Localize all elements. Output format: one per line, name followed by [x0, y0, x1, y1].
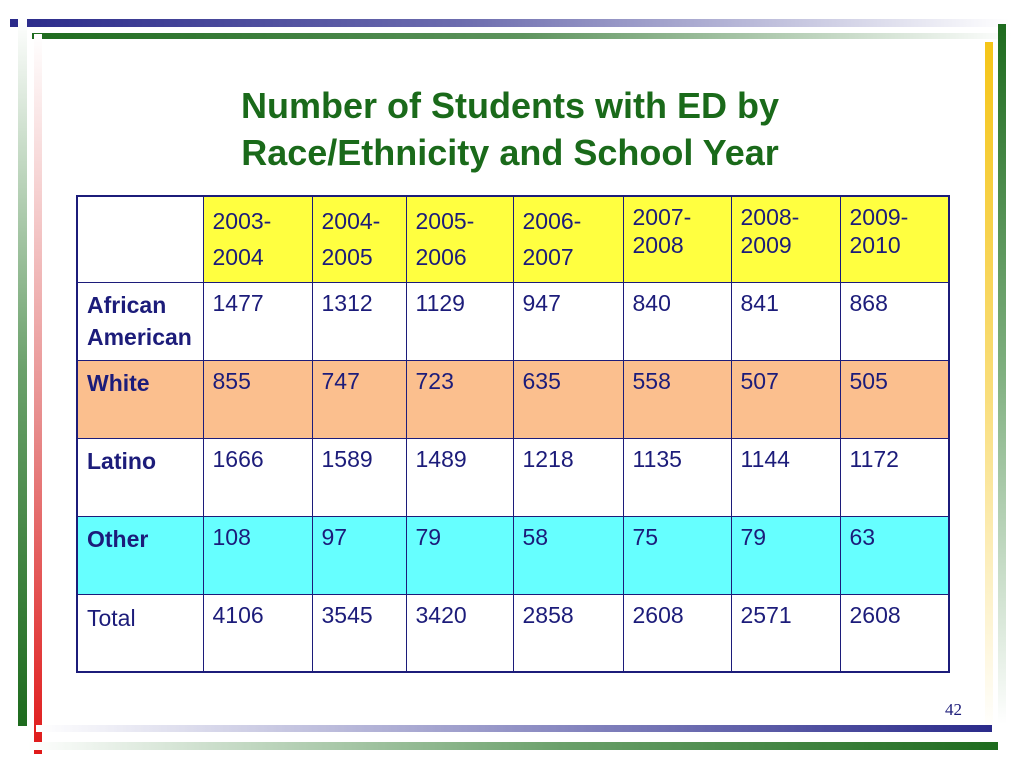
cell-value: 4106	[202, 593, 313, 673]
cell-value: 2858	[512, 593, 624, 673]
slide-page-number: 42	[945, 700, 962, 719]
slide-title-line-1: Number of Students with ED by	[240, 85, 779, 126]
cell-value: 75	[622, 515, 732, 595]
students-table: 2003- 2004 2004- 2005 2005- 2006 2006- 2007 …	[76, 195, 950, 673]
frame-bar-left-red	[34, 34, 42, 754]
cell-value: 1312	[311, 281, 407, 361]
cell-value: 79	[405, 515, 514, 595]
row-label-latino: Latino	[76, 437, 204, 517]
cell-value: 947	[512, 281, 624, 361]
cell-value: 841	[730, 281, 841, 361]
header-year-2003-2004: 2003- 2004	[202, 195, 313, 283]
cell-value: 723	[405, 359, 514, 439]
cell-value: 840	[622, 281, 732, 361]
table-header-row: 2003- 2004 2004- 2005 2005- 2006 2006- 2007 …	[76, 195, 950, 283]
table-row-latino: Latino 1666 1589 1489 1218 1135 1144 117…	[76, 437, 950, 517]
header-year-2009-2010: 2009- 2010	[839, 195, 950, 283]
cell-value: 58	[512, 515, 624, 595]
cell-value: 108	[202, 515, 313, 595]
frame-bar-left-green	[18, 18, 27, 726]
cell-value: 1129	[405, 281, 514, 361]
header-year-2004-2005: 2004- 2005	[311, 195, 407, 283]
header-corner-cell	[76, 195, 204, 283]
table-row-total: Total 4106 3545 3420 2858 2608 2571 2608	[76, 593, 950, 673]
frame-bar-top-blue	[10, 19, 1010, 27]
cell-value: 1477	[202, 281, 313, 361]
cell-value: 97	[311, 515, 407, 595]
header-year-2005-2006: 2005- 2006	[405, 195, 514, 283]
cell-value: 747	[311, 359, 407, 439]
cell-value: 855	[202, 359, 313, 439]
row-label-white: White	[76, 359, 204, 439]
table-row-other: Other 108 97 79 58 75 79 63	[76, 515, 950, 595]
cell-value: 1489	[405, 437, 514, 517]
cell-value: 1135	[622, 437, 732, 517]
cell-value: 1589	[311, 437, 407, 517]
cell-value: 1144	[730, 437, 841, 517]
cell-value: 2608	[839, 593, 950, 673]
frame-bar-bottom-green	[28, 742, 998, 750]
row-label-african-american: African American	[76, 281, 204, 361]
cell-value: 79	[730, 515, 841, 595]
row-label-total: Total	[76, 593, 204, 673]
cell-value: 635	[512, 359, 624, 439]
cell-value: 1666	[202, 437, 313, 517]
cell-value: 868	[839, 281, 950, 361]
header-year-2008-2009: 2008- 2009	[730, 195, 841, 283]
frame-bar-right-yellow	[985, 42, 993, 732]
slide-title-line-2: Race/Ethnicity and School Year	[241, 132, 779, 173]
cell-value: 63	[839, 515, 950, 595]
header-year-2006-2007: 2006- 2007	[512, 195, 624, 283]
cell-value: 3420	[405, 593, 514, 673]
cell-value: 1172	[839, 437, 950, 517]
row-label-other: Other	[76, 515, 204, 595]
cell-value: 1218	[512, 437, 624, 517]
cell-value: 2571	[730, 593, 841, 673]
header-year-2007-2008: 2007- 2008	[622, 195, 732, 283]
table-row-white: White 855 747 723 635 558 507 505	[76, 359, 950, 439]
slide-title: Number of Students with ED by Race/Ethni…	[160, 82, 860, 176]
cell-value: 3545	[311, 593, 407, 673]
cell-value: 507	[730, 359, 841, 439]
cell-value: 505	[839, 359, 950, 439]
frame-bar-bottom-blue	[36, 725, 992, 732]
frame-bar-top-green	[32, 33, 1012, 39]
cell-value: 558	[622, 359, 732, 439]
frame-bar-right-green	[998, 24, 1006, 724]
cell-value: 2608	[622, 593, 732, 673]
table-row-african-american: African American 1477 1312 1129 947 840 8…	[76, 281, 950, 361]
